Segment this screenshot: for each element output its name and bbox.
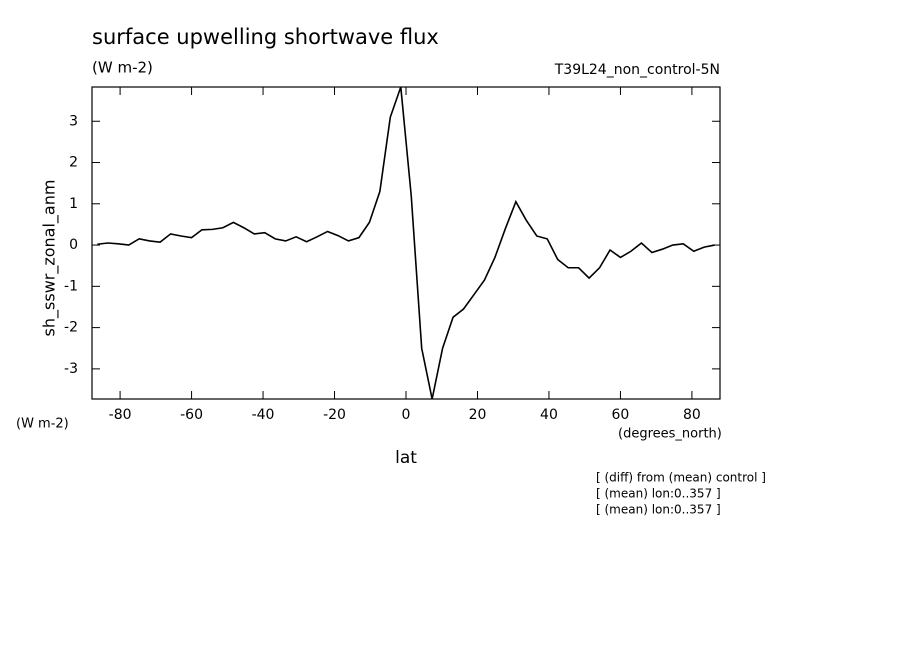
y-tick-label: 1: [69, 196, 78, 212]
x-tick-label: 80: [683, 407, 701, 423]
y-tick-label: -1: [64, 278, 78, 294]
note: [ (mean) lon:0..357 ]: [596, 503, 721, 517]
y-tick-label: -3: [64, 361, 78, 377]
title-units: (W m-2): [92, 59, 153, 77]
x-tick-label: -80: [109, 407, 132, 423]
y-tick-label: 3: [69, 113, 78, 129]
x-axis-label: lat: [395, 448, 417, 468]
x-tick-label: -20: [323, 407, 346, 423]
note: [ (diff) from (mean) control ]: [596, 471, 766, 485]
subtitle: T39L24_non_control-5N: [554, 62, 720, 78]
x-tick-label: -60: [180, 407, 203, 423]
y-axis-label: sh_sswr_zonal_anm: [40, 180, 60, 337]
y-units: (W m-2): [16, 417, 69, 432]
x-tick-label: -40: [252, 407, 275, 423]
y-tick-label: 2: [69, 155, 78, 171]
note: [ (mean) lon:0..357 ]: [596, 487, 721, 501]
x-units: (degrees_north): [618, 427, 722, 442]
y-tick-label: 0: [69, 237, 78, 253]
y-tick-label: -2: [64, 320, 78, 336]
data-line: [97, 86, 715, 400]
x-tick-label: 40: [540, 407, 558, 423]
chart-title: surface upwelling shortwave flux: [92, 25, 439, 49]
x-tick-label: 20: [469, 407, 487, 423]
x-tick-label: 60: [612, 407, 630, 423]
x-tick-label: 0: [402, 407, 411, 423]
